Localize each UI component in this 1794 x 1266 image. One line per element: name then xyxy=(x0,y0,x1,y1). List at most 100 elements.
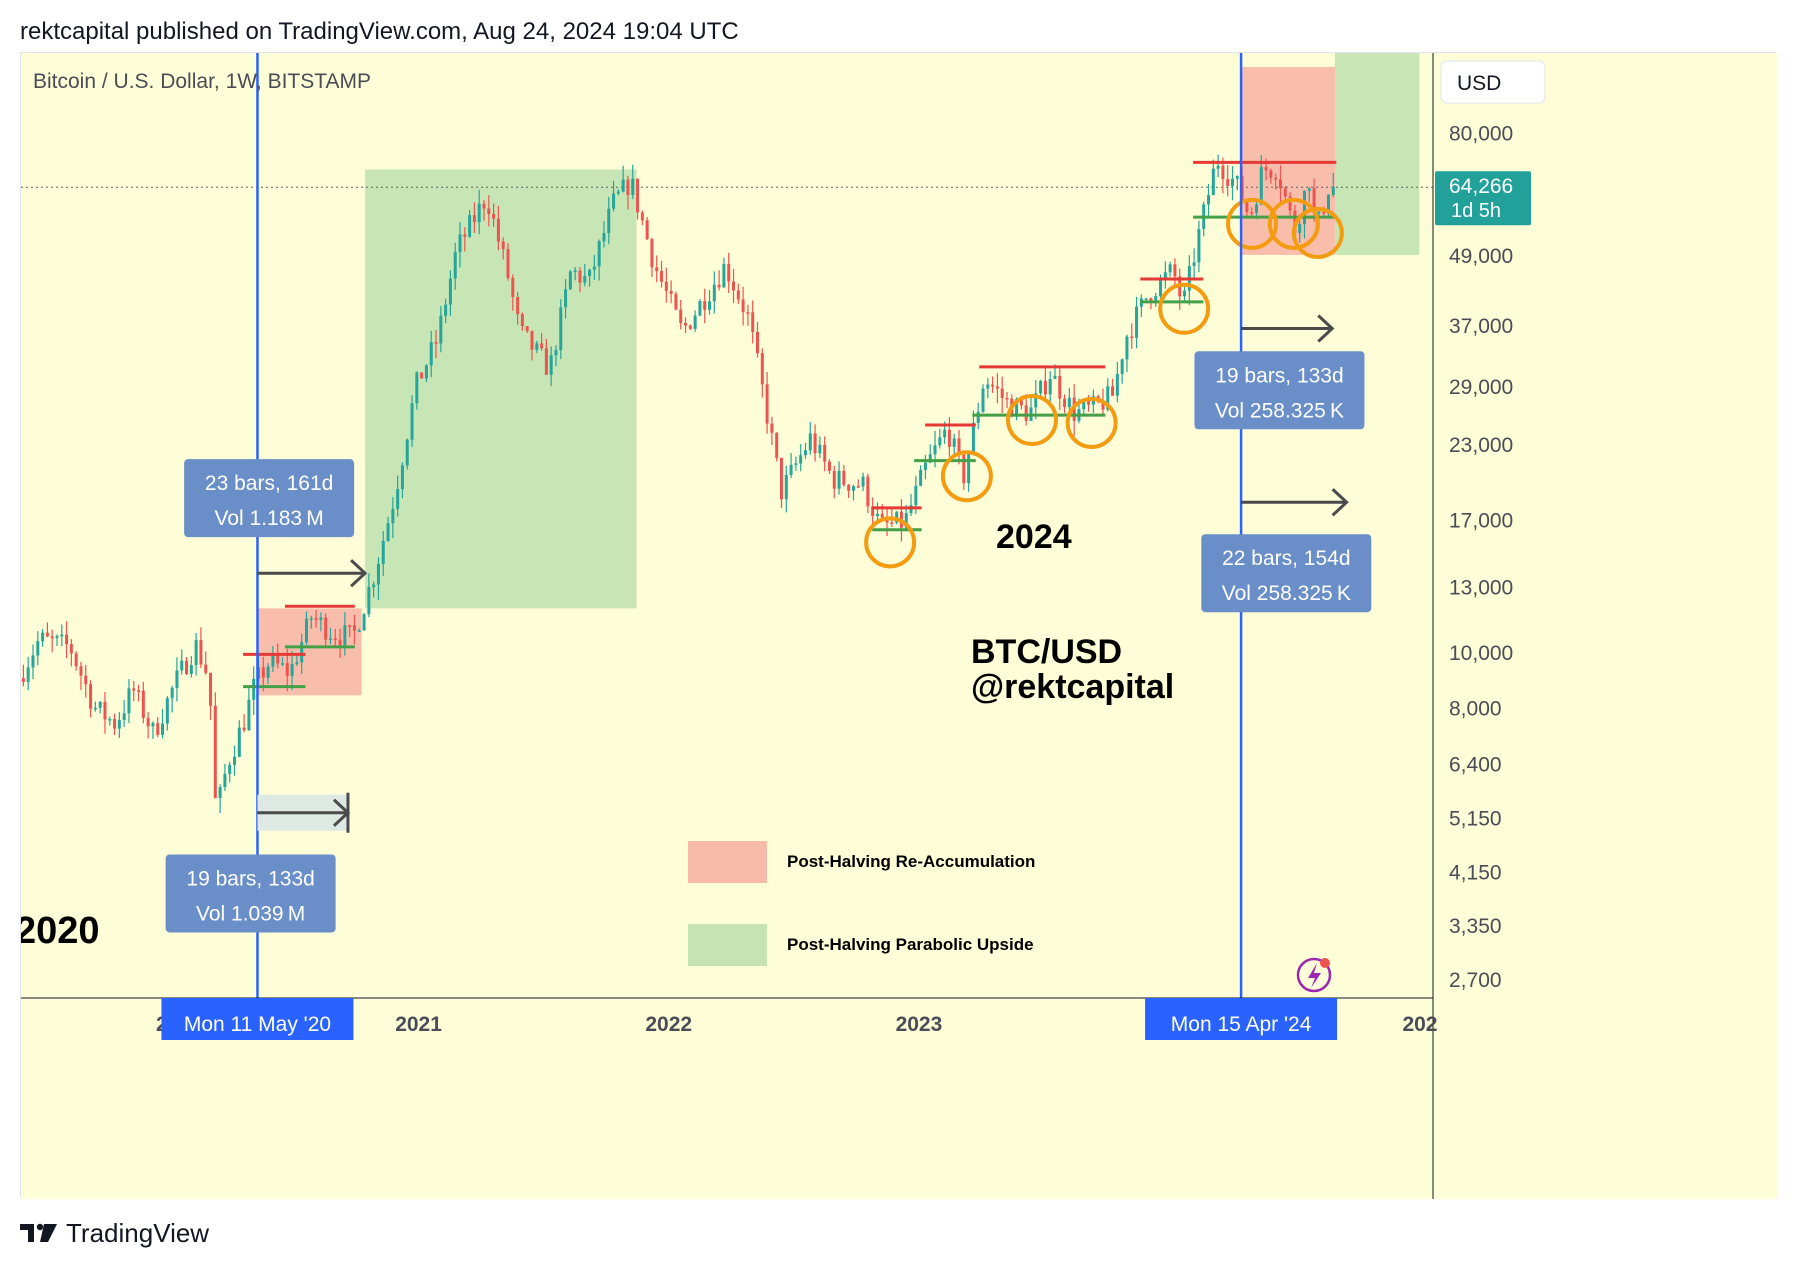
currency-button[interactable] xyxy=(1440,60,1546,104)
candle-body-221 xyxy=(1082,401,1086,410)
price-tick-12: 3,350 xyxy=(1449,915,1502,938)
candle-body-166 xyxy=(818,444,822,454)
candle-body-230 xyxy=(1125,336,1129,360)
candle-body-237 xyxy=(1159,278,1163,297)
candle-body-17 xyxy=(103,701,107,720)
candle-body-192 xyxy=(943,429,947,438)
candle-body-177 xyxy=(871,506,875,517)
candle-body-20 xyxy=(117,719,121,729)
candle-body-46 xyxy=(242,727,246,731)
measure-box-line1-2: 19 bars, 133d xyxy=(1215,364,1343,387)
candle-body-115 xyxy=(573,270,577,272)
candle-body-251 xyxy=(1226,179,1230,187)
candle-body-89 xyxy=(448,278,452,305)
candle-body-213 xyxy=(1043,380,1047,395)
candle-body-138 xyxy=(684,323,688,326)
chart-frame[interactable]: 23 bars, 161d Vol 1.183 M 19 bars, 133d Vol… xyxy=(20,52,1777,1199)
candle-body-139 xyxy=(688,325,692,329)
candle-body-23 xyxy=(132,688,136,691)
candle-body-242 xyxy=(1183,290,1187,297)
candle-body-38 xyxy=(204,664,208,673)
candle-body-66 xyxy=(338,639,342,646)
price-tick-0: 80,000 xyxy=(1449,123,1513,146)
candle-body-152 xyxy=(751,312,755,332)
candle-body-198 xyxy=(971,422,975,455)
candle-body-76 xyxy=(386,523,390,541)
price-tick-1: 49,000 xyxy=(1449,245,1513,268)
candle-body-131 xyxy=(650,239,654,268)
candle-body-52 xyxy=(271,654,275,667)
candle-body-209 xyxy=(1024,405,1028,421)
candle-body-85 xyxy=(429,342,433,366)
candle-body-156 xyxy=(770,423,774,433)
candle-body-55 xyxy=(285,663,289,676)
candle-body-128 xyxy=(636,178,640,213)
candle-body-148 xyxy=(732,281,736,291)
candle-body-181 xyxy=(890,522,894,524)
measure-box-1 xyxy=(165,854,336,933)
candle-body-0 xyxy=(21,678,25,682)
legend-swatch-0 xyxy=(688,841,767,883)
candle-body-155 xyxy=(765,384,769,424)
candle-body-42 xyxy=(223,773,227,788)
candle-body-226 xyxy=(1106,386,1110,410)
lightning-icon xyxy=(1308,963,1321,988)
candle-body-272 xyxy=(1326,194,1330,214)
candle-body-105 xyxy=(525,326,529,331)
candle-body-65 xyxy=(333,638,337,641)
candle-body-196 xyxy=(962,454,966,484)
current-price-value: 64,266 xyxy=(1449,175,1513,198)
candle-body-273 xyxy=(1331,186,1335,195)
candle-body-45 xyxy=(237,727,241,757)
time-tick-2: 2022 xyxy=(645,1013,692,1036)
measure-box-line2-2: Vol 258.325 K xyxy=(1215,399,1344,422)
candle-body-212 xyxy=(1039,380,1043,394)
candle-body-30 xyxy=(165,698,169,724)
candle-body-70 xyxy=(357,630,361,632)
lightning-badge[interactable] xyxy=(1296,957,1332,993)
tradingview-logo[interactable]: TradingView xyxy=(20,1218,209,1248)
candle-body-204 xyxy=(1000,388,1004,398)
candle-body-194 xyxy=(952,438,956,447)
price-tick-5: 17,000 xyxy=(1449,509,1513,532)
candle-body-262 xyxy=(1278,179,1282,189)
candle-body-84 xyxy=(424,365,428,379)
candle-body-129 xyxy=(640,212,644,221)
candle-body-125 xyxy=(621,179,625,192)
price-tick-2: 37,000 xyxy=(1449,315,1513,338)
parabolic-zone-3 xyxy=(1334,53,1420,255)
candle-body-215 xyxy=(1053,375,1057,379)
candle-body-133 xyxy=(660,271,664,282)
candle-body-225 xyxy=(1101,400,1105,410)
candle-body-28 xyxy=(156,723,160,735)
candle-body-244 xyxy=(1192,262,1196,266)
tradingview-brand-label: TradingView xyxy=(66,1217,210,1248)
retest-circle-4 xyxy=(1158,282,1211,335)
candle-body-32 xyxy=(175,670,179,688)
candle-body-264 xyxy=(1288,196,1292,211)
candle-body-18 xyxy=(108,718,112,721)
candle-body-68 xyxy=(348,625,352,627)
candle-body-120 xyxy=(597,241,601,267)
current-price-countdown: 1d 5h xyxy=(1451,200,1501,222)
candle-body-249 xyxy=(1216,165,1220,169)
candle-body-74 xyxy=(376,563,380,585)
candle-body-110 xyxy=(549,355,553,375)
candle-body-34 xyxy=(185,660,189,674)
candle-body-161 xyxy=(794,463,798,465)
candle-body-77 xyxy=(391,508,395,524)
candle-body-248 xyxy=(1211,168,1215,196)
candle-body-50 xyxy=(261,667,265,678)
candle-body-122 xyxy=(607,208,611,234)
candle-body-106 xyxy=(530,330,534,350)
title-line2: @rektcapital xyxy=(971,668,1174,706)
candle-body-100 xyxy=(501,241,505,249)
candle-body-75 xyxy=(381,540,385,564)
price-chart[interactable]: 23 bars, 161d Vol 1.183 M 19 bars, 133d Vol… xyxy=(21,53,1777,1199)
candle-body-54 xyxy=(280,663,284,665)
price-tick-10: 5,150 xyxy=(1449,808,1502,831)
measure-box-line2-1: Vol 1.039 M xyxy=(196,902,305,925)
tradingview-logo-icon xyxy=(20,1223,57,1242)
candle-body-176 xyxy=(866,476,870,507)
candle-body-174 xyxy=(856,486,860,488)
